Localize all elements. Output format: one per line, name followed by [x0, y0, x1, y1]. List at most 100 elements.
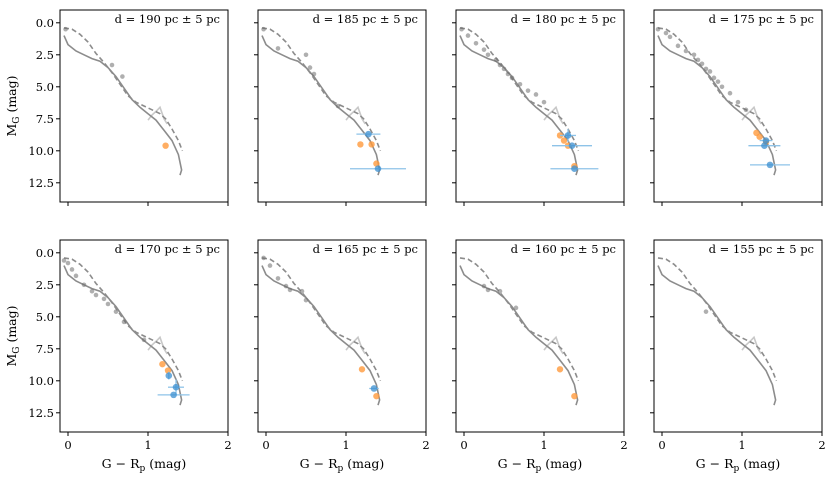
- panel-plot-area: [657, 257, 778, 406]
- gray-star-point: [485, 52, 491, 58]
- gray-star-point: [691, 52, 697, 58]
- gray-star-point: [517, 81, 523, 87]
- panel-3: d = 180 pc ± 5 pc: [452, 9, 625, 206]
- panel-plot-area: [459, 257, 580, 406]
- y-tick-label: 7.5: [36, 112, 54, 126]
- blue-star-point: [564, 132, 572, 139]
- x-axis-label-sub: p: [140, 464, 146, 474]
- blue-star-point: [568, 142, 576, 149]
- gray-star-point: [703, 309, 709, 314]
- orange-star-point: [560, 137, 568, 144]
- gray-star-point: [65, 260, 71, 266]
- isochrone-solid-line: [63, 265, 183, 406]
- isochrone-dashed-line: [63, 257, 184, 382]
- gray-star-point: [493, 57, 499, 63]
- x-tick-label: 2: [818, 438, 825, 452]
- gray-star-point: [533, 92, 539, 97]
- gray-star-point: [663, 30, 669, 36]
- gray-star-point: [675, 43, 681, 49]
- gray-star-point: [667, 34, 673, 40]
- gray-star-point: [707, 69, 713, 74]
- panel-distance-label: d = 170 pc ± 5 pc: [115, 242, 220, 256]
- gray-star-point: [311, 71, 317, 77]
- gray-star-point: [743, 107, 749, 113]
- gray-star-point: [513, 305, 519, 311]
- orange-star-point: [571, 392, 578, 400]
- gray-star-point: [261, 255, 266, 261]
- x-axis-label-sub: p: [338, 464, 344, 474]
- x-axis-label: G − Rp (mag): [696, 456, 781, 474]
- x-tick-label: 1: [738, 438, 745, 452]
- y-axis-label: MG (mag): [4, 75, 22, 136]
- panel-7: 0 1 2 d = 160 pc ± 5 pc G − Rp (mag): [452, 239, 628, 474]
- gray-star-point: [459, 26, 464, 32]
- gray-star-point: [275, 276, 281, 281]
- x-tick-label: 0: [64, 438, 71, 452]
- x-axis-label-main: G − R: [498, 456, 536, 471]
- x-axis-label-sub: p: [734, 464, 740, 474]
- gray-star-point: [655, 26, 661, 32]
- orange-star-point: [373, 392, 380, 400]
- gray-star-point: [335, 103, 341, 109]
- gray-star-point: [109, 62, 115, 68]
- y-tick-label: 12.5: [28, 176, 54, 190]
- panel-distance-label: d = 185 pc ± 5 pc: [313, 12, 418, 26]
- x-axis-label: G − Rp (mag): [102, 456, 187, 474]
- panel-frame: [257, 9, 427, 203]
- isochrone-dashed-line: [459, 257, 580, 382]
- x-axis-label-unit: (mag): [739, 456, 780, 471]
- panel-plot-area: [261, 26, 406, 176]
- gray-star-point: [93, 292, 99, 298]
- gray-star-point: [303, 52, 309, 58]
- panel-1: 0.0 2.5 5.0 7.5 10.0 12.5 d = 190 pc ± 5 pc MG …: [4, 9, 229, 206]
- gray-star-point: [711, 75, 717, 81]
- y-axis-label-sub: G: [12, 117, 22, 124]
- isochrone-dashed-line: [657, 27, 778, 152]
- orange-star-point: [358, 366, 366, 373]
- orange-star-point: [162, 142, 169, 149]
- gray-star-point: [683, 48, 689, 54]
- blue-star-point: [761, 142, 768, 149]
- y-tick-label: 10.0: [28, 144, 54, 158]
- gray-star-point: [695, 57, 701, 63]
- x-tick-label: 0: [262, 438, 269, 452]
- gray-star-point: [61, 258, 67, 263]
- x-axis-label-unit: (mag): [145, 456, 186, 471]
- x-axis-label-sub: p: [536, 464, 542, 474]
- gray-star-point: [307, 65, 313, 70]
- panel-distance-label: d = 190 pc ± 5 pc: [115, 12, 220, 26]
- isochrone-dashed-line: [459, 27, 580, 152]
- panel-plot-area: [63, 26, 184, 176]
- gray-star-point: [525, 88, 531, 93]
- x-tick-label: 1: [342, 438, 349, 452]
- panel-plot-area: [655, 26, 790, 176]
- gray-star-point: [69, 267, 75, 272]
- gray-star-point: [481, 47, 487, 52]
- blue-star-point: [370, 385, 378, 392]
- blue-star-point: [365, 130, 372, 138]
- gray-star-point: [303, 297, 309, 303]
- y-tick-label: 0.0: [36, 16, 54, 30]
- blue-star-point: [374, 165, 382, 173]
- gray-star-point: [719, 84, 725, 90]
- y-tick-label: 12.5: [28, 406, 54, 420]
- orange-star-point: [373, 160, 380, 167]
- gray-star-point: [299, 288, 305, 294]
- panel-distance-label: d = 160 pc ± 5 pc: [511, 242, 616, 256]
- x-tick-label: 1: [540, 438, 547, 452]
- gray-star-point: [73, 273, 79, 279]
- isochrone-dashed-line: [63, 27, 184, 152]
- isochrone-solid-line: [459, 35, 579, 176]
- orange-star-point: [357, 141, 364, 148]
- y-tick-label: 2.5: [36, 48, 54, 62]
- panel-plot-area: [261, 255, 382, 406]
- y-axis-label: MG (mag): [4, 305, 22, 366]
- blue-star-point: [571, 165, 578, 173]
- blue-star-point: [165, 372, 173, 379]
- y-tick-label: 2.5: [36, 278, 54, 292]
- gray-star-point: [727, 90, 733, 96]
- y-tick-label: 5.0: [36, 310, 54, 324]
- x-axis-label-unit: (mag): [343, 456, 384, 471]
- gray-star-point: [699, 61, 705, 67]
